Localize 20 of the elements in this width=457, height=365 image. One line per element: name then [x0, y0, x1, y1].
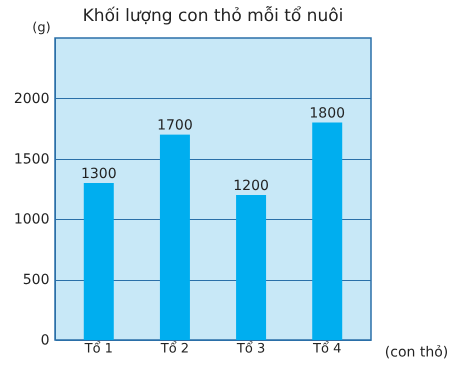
- y-tick-label: 1500: [14, 151, 50, 168]
- y-tick-label: 2000: [14, 90, 50, 107]
- y-tick-label: 500: [22, 272, 50, 288]
- data-label: 1200: [233, 178, 269, 194]
- y-tick-label: 0: [40, 332, 50, 348]
- x-tick-label: Tổ 2: [160, 340, 190, 356]
- data-label: 1300: [80, 166, 117, 182]
- bar: [312, 122, 342, 340]
- x-tick-label: Tổ 3: [236, 340, 266, 356]
- chart-title: Khối lượng con thỏ mỗi tổ nuôi: [82, 6, 344, 26]
- data-label: 1700: [157, 118, 193, 134]
- y-axis-title: (g): [32, 20, 51, 36]
- x-axis-title: (con thỏ): [384, 344, 448, 360]
- bar: [84, 182, 114, 340]
- bar: [236, 195, 266, 340]
- data-label: 1800: [309, 106, 346, 122]
- bar: [160, 134, 190, 340]
- x-tick-label: Tổ 4: [312, 340, 342, 356]
- y-tick-label: 1000: [14, 212, 50, 228]
- x-tick-label: Tổ 1: [84, 340, 113, 356]
